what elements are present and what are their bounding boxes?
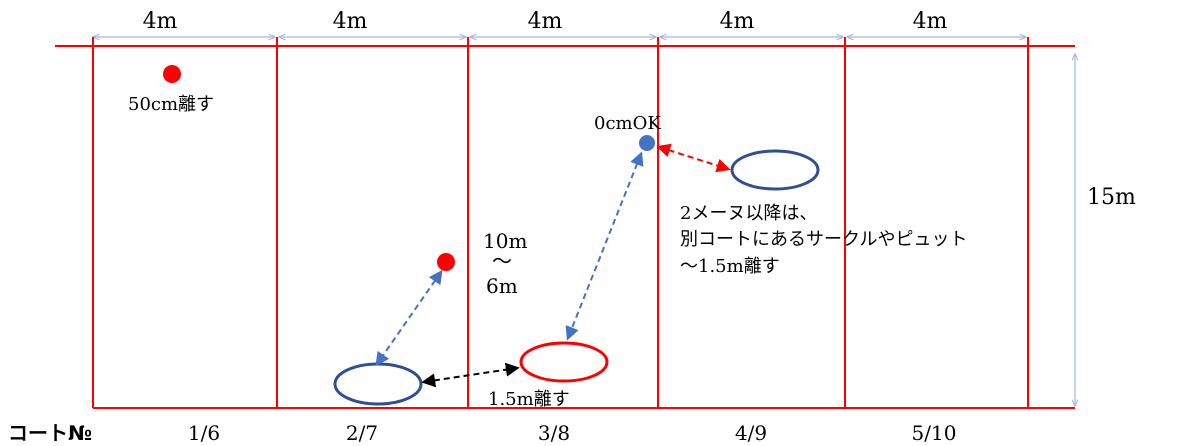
court-number-5: 5/10 — [912, 421, 957, 445]
one-five-m-label: 1.5m離す — [488, 389, 570, 410]
range-bottom-label: 6m — [486, 274, 518, 298]
red-marker-court-1 — [163, 65, 181, 83]
red-circle-court-3 — [519, 341, 609, 383]
red-marker-court-2 — [437, 253, 455, 271]
blue-arrow-long — [565, 151, 644, 341]
range-tilde-label: ～ — [492, 249, 512, 273]
width-label-2: 4m — [333, 9, 368, 34]
fifty-cm-label: 50cm離す — [128, 94, 214, 115]
width-label-1: 4m — [143, 9, 178, 34]
note-line-1: 2メーヌ以降は、 — [680, 203, 817, 224]
court-no-label: コート№ — [8, 421, 92, 445]
court-number-1: 1/6 — [188, 421, 220, 445]
range-top-label: 10m — [483, 229, 527, 253]
width-labels: 4m 4m 4m 4m 4m — [143, 9, 948, 34]
width-label-4: 4m — [720, 9, 755, 34]
court-number-2: 2/7 — [346, 421, 378, 445]
height-label: 15m — [1087, 185, 1136, 210]
blue-circle-court-2 — [333, 362, 423, 406]
black-arrow-1-5m — [421, 362, 520, 388]
court-number-3: 3/8 — [538, 421, 570, 445]
note-line-3: ～1.5m離す — [680, 256, 780, 277]
blue-marker — [639, 135, 655, 151]
width-label-5: 4m — [913, 9, 948, 34]
blue-arrow-10m-6m — [375, 269, 443, 367]
court-numbers: 1/6 2/7 3/8 4/9 5/10 — [188, 421, 957, 445]
note-line-2: 別コートにあるサークルやピュット — [680, 229, 967, 250]
court-number-4: 4/9 — [735, 421, 767, 445]
zero-cm-ok-label: 0cmOK — [594, 113, 661, 134]
court-lines — [55, 37, 1075, 409]
blue-circle-court-4 — [730, 149, 820, 191]
width-label-3: 4m — [528, 9, 563, 34]
red-arrow-0cm — [656, 143, 731, 173]
